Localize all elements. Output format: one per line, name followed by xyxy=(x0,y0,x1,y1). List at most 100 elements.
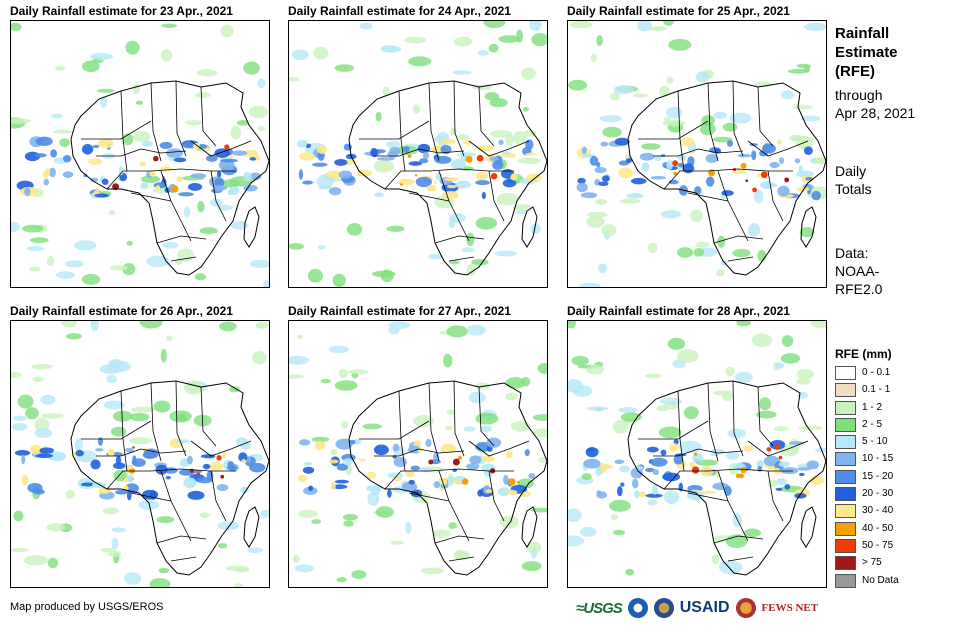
rain-patch xyxy=(55,271,76,279)
rain-patch xyxy=(705,153,719,163)
rain-patch xyxy=(794,158,801,164)
rain-patch xyxy=(579,526,597,537)
rain-patch xyxy=(716,269,725,277)
rain-patch xyxy=(698,490,716,494)
rain-patch xyxy=(108,210,116,216)
rain-patch xyxy=(630,467,643,479)
rain-patch xyxy=(796,186,810,192)
rain-patch xyxy=(617,167,634,179)
rain-patch xyxy=(386,225,405,232)
country-border xyxy=(727,556,754,562)
rain-patch xyxy=(713,111,728,119)
rain-patch xyxy=(734,371,753,383)
rain-patch xyxy=(810,321,826,329)
rain-patch xyxy=(650,457,668,467)
rain-patch xyxy=(342,458,353,466)
rain-patch xyxy=(135,100,143,105)
madagascar-outline xyxy=(521,506,538,548)
rain-patch xyxy=(714,148,722,154)
rainfall-map xyxy=(10,320,270,588)
madagascar-outline xyxy=(243,206,260,248)
rain-patch xyxy=(645,467,655,473)
legend-title: RFE (mm) xyxy=(835,347,892,361)
legend-label: 0 - 0.1 xyxy=(862,367,891,378)
rain-patch xyxy=(80,482,95,487)
rain-patch xyxy=(296,139,308,148)
heavy-rain-core xyxy=(517,480,520,484)
madagascar-outline xyxy=(521,206,538,248)
legend-swatch xyxy=(835,556,856,571)
country-border xyxy=(478,86,495,147)
rain-patch xyxy=(792,105,813,110)
rain-patch xyxy=(240,486,249,494)
rain-patch xyxy=(291,49,309,61)
rain-patch xyxy=(106,374,118,384)
country-border xyxy=(438,170,470,242)
africa-outline xyxy=(348,80,547,276)
rain-patch xyxy=(110,426,127,437)
heavy-rain-core xyxy=(760,171,768,179)
rain-patch xyxy=(445,425,453,431)
product-title: Rainfall Estimate (RFE) xyxy=(835,24,898,81)
country-border xyxy=(488,170,505,222)
rain-patch xyxy=(132,130,151,143)
rain-patch xyxy=(665,106,683,119)
rain-patch xyxy=(359,22,373,30)
rain-patch xyxy=(332,273,346,287)
rain-patch xyxy=(184,119,202,126)
rain-patch xyxy=(338,368,348,379)
rain-patch xyxy=(175,439,191,444)
country-border xyxy=(200,386,217,447)
country-border xyxy=(190,140,252,157)
rain-patch xyxy=(65,333,82,340)
country-border xyxy=(434,535,485,544)
rain-patch xyxy=(362,423,382,430)
madagascar-outline xyxy=(800,206,817,248)
rain-patch xyxy=(724,485,732,496)
rain-patch xyxy=(257,126,266,131)
rain-patch xyxy=(466,232,475,247)
rain-patch xyxy=(525,139,534,150)
country-border xyxy=(418,148,465,154)
rain-patch xyxy=(328,459,339,464)
rain-patch xyxy=(159,166,172,172)
legend-swatch xyxy=(835,521,856,536)
country-border xyxy=(453,380,465,457)
rain-patch xyxy=(596,490,602,496)
rain-patch xyxy=(475,145,494,152)
country-border xyxy=(697,448,744,454)
rain-patch xyxy=(466,463,480,470)
country-border xyxy=(384,168,514,190)
rain-patch xyxy=(481,425,493,433)
rain-patch xyxy=(775,362,785,369)
rain-patch xyxy=(630,177,647,185)
rain-patch xyxy=(568,79,588,91)
data-line: NOAA- xyxy=(835,263,880,279)
rain-patch xyxy=(92,144,100,149)
product-title-line: (RFE) xyxy=(835,63,875,80)
rain-patch xyxy=(568,321,576,329)
rain-patch xyxy=(21,454,26,465)
rain-patch xyxy=(169,410,192,423)
rain-patch xyxy=(139,161,147,167)
heavy-rain-core xyxy=(490,173,498,180)
rain-patch xyxy=(520,491,532,498)
noaa-logo xyxy=(627,598,648,618)
rain-patch xyxy=(99,364,122,374)
rain-patch xyxy=(521,561,542,572)
rain-patch xyxy=(334,479,350,484)
country-border xyxy=(434,235,485,244)
rain-patch xyxy=(387,472,404,479)
rain-patch xyxy=(505,377,526,389)
through-label: through xyxy=(835,87,883,103)
rain-patch xyxy=(641,143,661,150)
rain-patch xyxy=(614,459,625,465)
rain-patch xyxy=(153,400,171,413)
country-border xyxy=(398,90,406,172)
rain-patch xyxy=(126,240,134,246)
rain-patch xyxy=(455,180,472,189)
rain-patch xyxy=(298,509,318,518)
rain-patch xyxy=(205,154,218,162)
rain-patch xyxy=(40,394,56,405)
fews-net-logo: FEWS NET xyxy=(761,602,819,614)
